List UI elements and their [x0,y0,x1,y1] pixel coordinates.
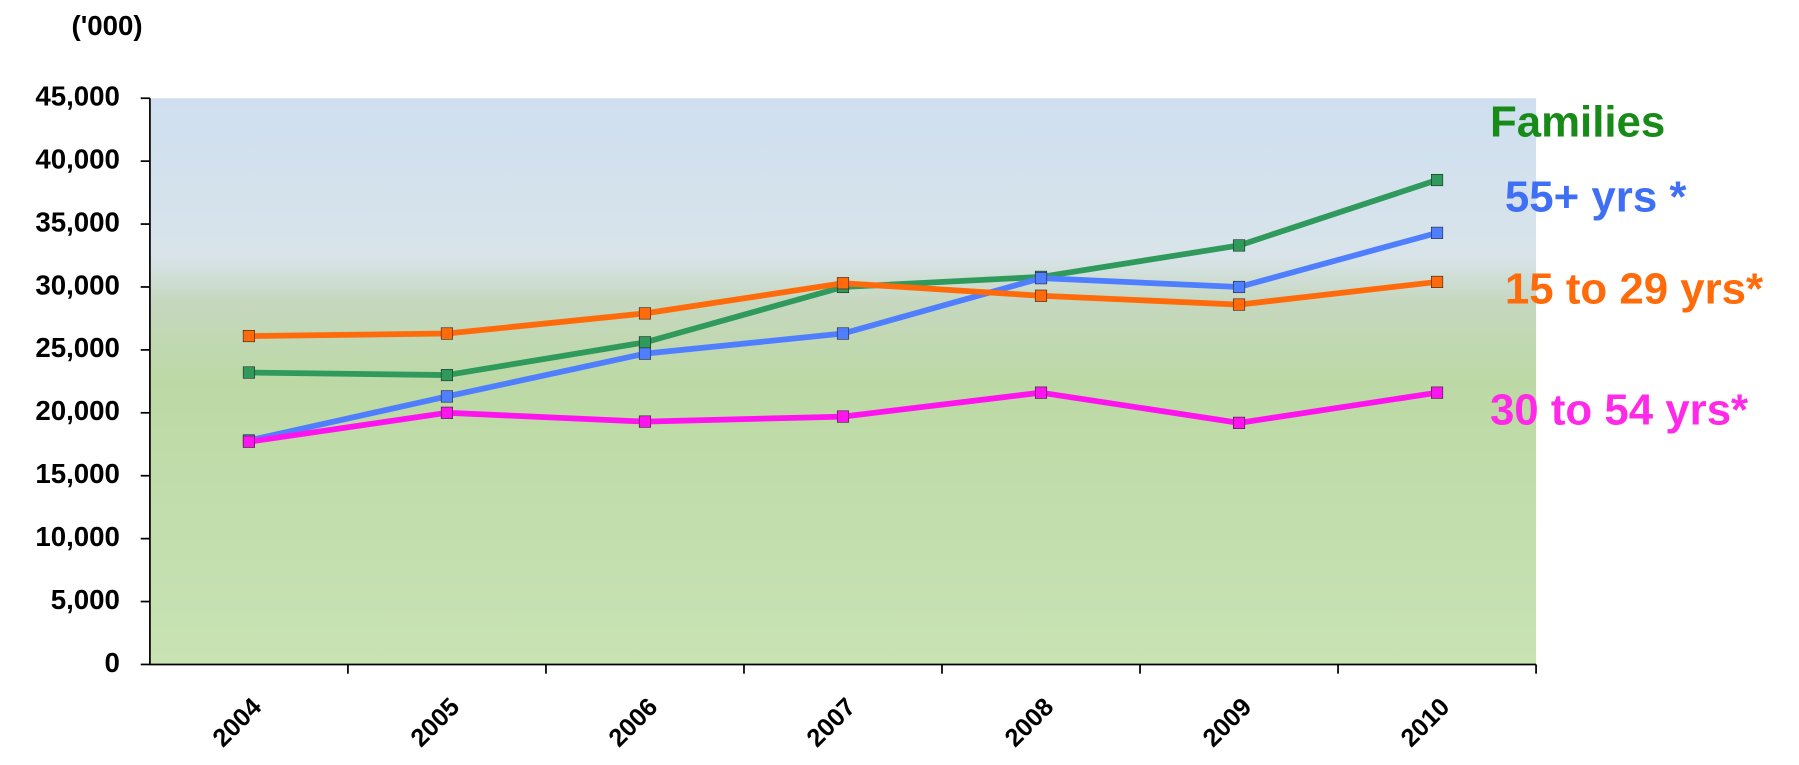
marker [440,369,454,382]
legend-label: Families [1490,97,1665,146]
marker [242,329,255,343]
y-axis-label: ('000) [71,10,142,41]
marker [1232,280,1246,294]
marker [638,336,652,349]
plot-background [149,98,1537,665]
marker [242,435,255,448]
x-tick-label: 2007 [802,693,862,753]
x-tick-label: 2004 [207,693,267,753]
marker [638,307,652,320]
y-tick-label: 35,000 [35,206,120,237]
marker [638,415,652,428]
y-tick-label: 0 [105,647,120,678]
y-tick-label: 10,000 [35,521,120,552]
marker [1232,298,1246,311]
x-tick-label: 2006 [603,693,663,753]
marker [1431,275,1444,288]
x-tick-label: 2009 [1198,693,1258,753]
marker [1034,272,1048,285]
marker [1431,173,1444,187]
x-tick-label: 2010 [1396,693,1456,753]
marker [1431,386,1444,399]
legend-label: 15 to 29 yrs* [1505,265,1763,314]
marker [1232,416,1246,429]
marker [440,406,454,419]
y-tick-label: 40,000 [35,143,120,174]
y-tick-label: 5,000 [51,584,120,615]
x-tick-label: 2005 [405,693,465,753]
marker [1034,289,1048,302]
marker [836,327,850,340]
legend-label: 30 to 54 yrs* [1490,386,1748,435]
x-tick-label: 2008 [1000,693,1060,753]
y-tick-label: 25,000 [35,332,120,363]
marker [836,410,850,423]
marker [440,327,454,340]
legend-label: 55+ yrs * [1505,172,1687,221]
marker [1232,239,1246,252]
y-tick-label: 45,000 [35,81,120,112]
marker [1431,226,1444,239]
marker [242,366,255,379]
y-tick-label: 15,000 [35,458,120,489]
y-tick-label: 20,000 [35,395,120,426]
marker [836,277,850,290]
y-tick-label: 30,000 [35,269,120,300]
marker [1034,386,1048,399]
marker [440,390,454,403]
marker [638,347,652,360]
